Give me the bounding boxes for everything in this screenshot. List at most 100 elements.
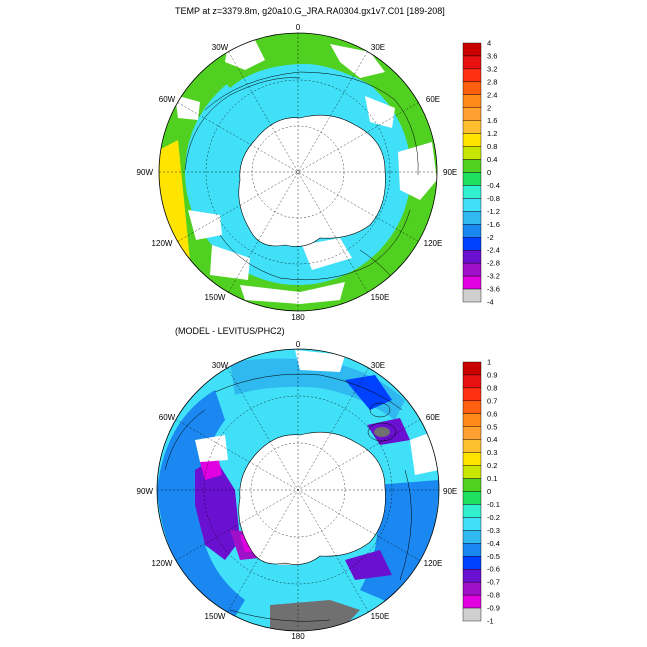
bottom-colorbar-cell bbox=[462, 465, 482, 479]
bottom-colorbar-cells bbox=[462, 361, 482, 622]
top-white-ridge-8 bbox=[302, 238, 352, 270]
top-colorbar-cell bbox=[462, 198, 482, 212]
bottom-magenta-west bbox=[200, 456, 222, 480]
top-colorbar-cell bbox=[462, 211, 482, 225]
bottom-lon-90e: 90E bbox=[443, 487, 457, 496]
top-lon-150w: 150W bbox=[205, 293, 226, 302]
top-map bbox=[159, 33, 437, 311]
bottom-colorbar-cell bbox=[462, 556, 482, 570]
bottom-lon-180: 180 bbox=[291, 632, 305, 641]
top-white-ridge-9 bbox=[240, 282, 345, 304]
top-colorbar-label: 2.4 bbox=[487, 90, 497, 99]
bottom-colorbar-cell bbox=[462, 439, 482, 453]
bottom-colorbar-cell bbox=[462, 491, 482, 505]
bottom-colorbar-cell bbox=[462, 530, 482, 544]
top-colorbar-cell bbox=[462, 185, 482, 199]
top-colorbar-label: 0.8 bbox=[487, 142, 497, 151]
top-white-ridge-4 bbox=[398, 142, 437, 200]
bottom-map bbox=[157, 349, 439, 631]
bottom-white-1 bbox=[195, 435, 228, 462]
bottom-white-3 bbox=[295, 350, 345, 372]
bottom-colorbar-label: 0.3 bbox=[487, 448, 497, 457]
bottom-deep-blue-ne bbox=[345, 375, 392, 410]
bottom-colorbar-cell bbox=[462, 374, 482, 389]
bottom-lon-60e: 60E bbox=[426, 413, 440, 422]
top-white-ridge-3 bbox=[175, 95, 200, 120]
top-colorbar-cell bbox=[462, 275, 482, 290]
top-colorbar-cells bbox=[462, 42, 482, 303]
top-colorbar-label: -3.6 bbox=[487, 285, 500, 294]
bottom-lon-150e: 150E bbox=[371, 612, 390, 621]
top-white-ridge-7 bbox=[210, 245, 250, 280]
bottom-colorbar-cell bbox=[462, 400, 482, 415]
bottom-lon-60w: 60W bbox=[159, 413, 176, 422]
bottom-colorbar-cell bbox=[462, 478, 482, 492]
bottom-lon-150w: 150W bbox=[205, 612, 226, 621]
top-colorbar-label: -4 bbox=[487, 298, 494, 307]
bottom-midblue-north bbox=[230, 358, 405, 420]
bottom-colorbar-label: 0.9 bbox=[487, 370, 497, 379]
bottom-colorbar-cell bbox=[462, 569, 482, 583]
bottom-colorbar-cell bbox=[462, 413, 482, 427]
top-lon-180: 180 bbox=[291, 313, 305, 322]
bottom-colorbar-label: -0.3 bbox=[487, 526, 500, 535]
top-graticule bbox=[159, 33, 437, 311]
top-lon-150e: 150E bbox=[371, 293, 390, 302]
top-colorbar-label: -3.2 bbox=[487, 272, 500, 281]
bottom-colorbar-label: -0.9 bbox=[487, 604, 500, 613]
bottom-colorbar-label: 0.6 bbox=[487, 409, 497, 418]
top-title: TEMP at z=3379.8m, g20a10.G_JRA.RA0304.g… bbox=[175, 6, 445, 16]
top-colorbar-cell bbox=[462, 94, 482, 108]
top-white-ridge-6 bbox=[188, 210, 222, 240]
bottom-colorbar-label: -0.2 bbox=[487, 513, 500, 522]
bottom-colorbar-label: -0.6 bbox=[487, 565, 500, 574]
top-colorbar-label: 1.6 bbox=[487, 116, 497, 125]
bottom-colorbar-label: 1 bbox=[487, 358, 491, 367]
top-white-ridge-5 bbox=[365, 96, 395, 128]
top-colorbar-label: -0.4 bbox=[487, 181, 500, 190]
bottom-colorbar-label: -1 bbox=[487, 617, 494, 626]
top-lon-120w: 120W bbox=[152, 239, 173, 248]
top-colorbar-label: 3.2 bbox=[487, 64, 497, 73]
top-colorbar-cell bbox=[462, 172, 482, 186]
bottom-colorbar-label: -0.8 bbox=[487, 591, 500, 600]
bottom-colorbar-cell bbox=[462, 594, 482, 609]
bottom-colorbar-cell bbox=[462, 361, 482, 376]
top-colorbar-label: -2 bbox=[487, 233, 494, 242]
bottom-darkgrey-south bbox=[270, 600, 360, 631]
bottom-colorbar-cell bbox=[462, 452, 482, 466]
top-colorbar-cell bbox=[462, 68, 482, 83]
bottom-colorbar-label: 0 bbox=[487, 487, 491, 496]
top-white-ridge-2 bbox=[330, 44, 385, 78]
top-lon-90w: 90W bbox=[137, 168, 154, 177]
bottom-colorbar-label: 0.7 bbox=[487, 396, 497, 405]
bottom-colorbar-label: -0.4 bbox=[487, 539, 500, 548]
top-lon-30e: 30E bbox=[371, 43, 385, 52]
bottom-colorbar-label: 0.1 bbox=[487, 474, 497, 483]
top-colorbar-label: -1.2 bbox=[487, 207, 500, 216]
bottom-colorbar-cell bbox=[462, 387, 482, 402]
top-colorbar-cell bbox=[462, 55, 482, 70]
bottom-lon-0: 0 bbox=[296, 340, 301, 349]
top-colorbar-label: -0.8 bbox=[487, 194, 500, 203]
top-colorbar-cell bbox=[462, 42, 482, 57]
bottom-graticule bbox=[157, 349, 439, 631]
top-lon-120e: 120E bbox=[424, 239, 443, 248]
top-colorbar-cell bbox=[462, 224, 482, 238]
top-map-border bbox=[158, 32, 438, 312]
bottom-purple-west bbox=[195, 458, 240, 560]
top-colorbar-cell bbox=[462, 237, 482, 251]
bottom-colorbar-cell bbox=[462, 581, 482, 596]
top-colorbar-label: 0 bbox=[487, 168, 491, 177]
bottom-title: (MODEL - LEVITUS/PHC2) bbox=[175, 326, 285, 336]
bottom-colorbar-cell bbox=[462, 543, 482, 557]
top-colorbar-cell bbox=[462, 146, 482, 160]
bottom-colorbar-labels: 1 0.9 0.8 0.7 0.6 0.5 0.4 0.3 0.2 0.1 0 -0.1 -0.2 -0.… bbox=[487, 358, 500, 626]
top-colorbar: 4 3.6 3.2 2.8 2.4 2 1.6 1.2 0.8 0.4 0 -0.4 -0.8 -1.2 -… bbox=[462, 39, 500, 307]
top-colorbar-cell bbox=[462, 133, 482, 147]
top-colorbar-cell bbox=[462, 249, 482, 264]
bottom-lon-90w: 90W bbox=[137, 487, 154, 496]
top-colorbar-label: 4 bbox=[487, 39, 491, 48]
bottom-grey-ne bbox=[374, 427, 390, 437]
